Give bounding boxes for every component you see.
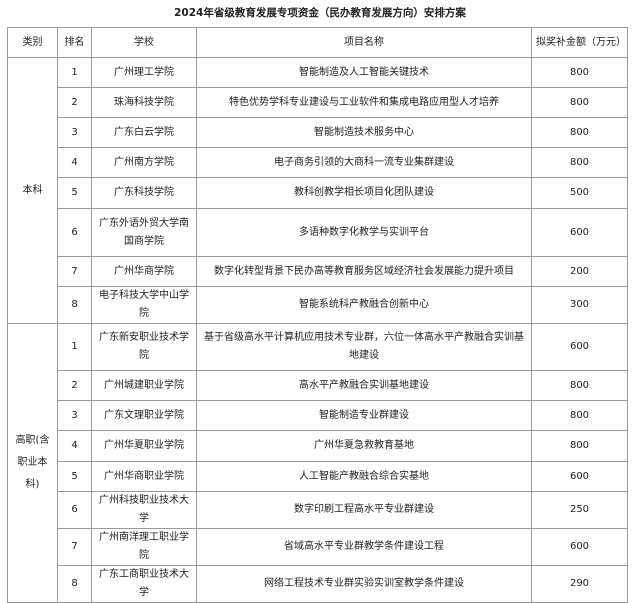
amount-cell: 600 xyxy=(531,528,628,566)
table-row: 4 广州华夏职业学院 广州华夏急救教育基地 800 xyxy=(8,430,628,462)
school-cell: 广州华夏职业学院 xyxy=(91,430,197,462)
amount-cell: 600 xyxy=(531,208,628,257)
project-cell: 智能制造技术服务中心 xyxy=(196,117,532,148)
rank-cell: 1 xyxy=(57,57,92,88)
table-row: 6 广州科技职业技术大学 数字印刷工程高水平专业群建设 250 xyxy=(8,491,628,529)
category-cell: 本科 xyxy=(7,57,58,324)
rank-cell: 8 xyxy=(57,565,92,603)
rank-cell: 2 xyxy=(57,370,92,401)
school-cell: 广州华商学院 xyxy=(91,256,197,287)
rank-cell: 4 xyxy=(57,430,92,462)
table-row: 高职(含职业本科) 1 广东新安职业技术学院 基于省级高水平计算机应用技术专业群，六位… xyxy=(7,323,628,603)
project-cell: 省域高水平专业群教学条件建设工程 xyxy=(196,528,532,566)
school-cell: 广东科技学院 xyxy=(91,177,197,209)
project-cell: 网络工程技术专业群实验实训室教学条件建设 xyxy=(196,565,532,603)
project-cell: 基于省级高水平计算机应用技术专业群，六位一体高水平产教融合实训基地建设 xyxy=(196,323,532,371)
school-cell: 广州南方学院 xyxy=(91,147,197,178)
project-cell: 多语种数字化教学与实训平台 xyxy=(196,208,532,257)
project-cell: 智能制造及人工智能关键技术 xyxy=(196,57,532,88)
table-row: 5 广东科技学院 教科创教学相长项目化团队建设 500 xyxy=(8,177,628,209)
rank-cell: 1 xyxy=(57,323,92,371)
project-cell: 特色优势学科专业建设与工业软件和集成电路应用型人才培养 xyxy=(196,87,532,118)
rank-cell: 3 xyxy=(57,117,92,148)
amount-cell: 290 xyxy=(531,565,628,603)
rank-cell: 8 xyxy=(57,286,92,324)
amount-cell: 800 xyxy=(531,370,628,401)
header-rank: 排名 xyxy=(57,27,92,58)
school-cell: 广东白云学院 xyxy=(91,117,197,148)
school-cell: 广东外语外贸大学南国商学院 xyxy=(91,208,197,257)
amount-cell: 800 xyxy=(531,147,628,178)
table-row: 7 广州华商学院 数字化转型背景下民办高等教育服务区域经济社会发展能力提升项目 200 xyxy=(8,256,628,287)
amount-cell: 800 xyxy=(531,87,628,118)
rank-cell: 5 xyxy=(57,461,92,492)
amount-cell: 800 xyxy=(531,57,628,88)
table-row: 3 广东文理职业学院 智能制造专业群建设 800 xyxy=(8,400,628,431)
amount-cell: 200 xyxy=(531,256,628,287)
project-cell: 教科创教学相长项目化团队建设 xyxy=(196,177,532,209)
school-cell: 广州城建职业学院 xyxy=(91,370,197,401)
amount-cell: 250 xyxy=(531,491,628,529)
rank-cell: 7 xyxy=(57,256,92,287)
project-cell: 数字印刷工程高水平专业群建设 xyxy=(196,491,532,529)
table-row: 3 广东白云学院 智能制造技术服务中心 800 xyxy=(8,117,628,148)
amount-cell: 800 xyxy=(531,117,628,148)
header-school: 学校 xyxy=(91,27,197,58)
rank-cell: 6 xyxy=(57,208,92,257)
funding-table: 类别 排名 学校 项目名称 拟奖补金额（万元） 本科 1 广州理工学院 智能制造及人工… xyxy=(7,27,628,603)
school-cell: 广州南洋理工职业学院 xyxy=(91,528,197,566)
header-category: 类别 xyxy=(7,27,58,58)
table-row: 4 广州南方学院 电子商务引领的大商科一流专业集群建设 800 xyxy=(8,147,628,178)
school-cell: 广东新安职业技术学院 xyxy=(91,323,197,371)
table-header-row: 类别 排名 学校 项目名称 拟奖补金额（万元） xyxy=(7,27,628,58)
table-row: 8 广东工商职业技术大学 网络工程技术专业群实验实训室教学条件建设 290 xyxy=(8,565,628,603)
table-row: 本科 1 广州理工学院 智能制造及人工智能关键技术 800 xyxy=(7,57,628,324)
school-cell: 广州科技职业技术大学 xyxy=(91,491,197,529)
school-cell: 广东工商职业技术大学 xyxy=(91,565,197,603)
table-row: 5 广州华商职业学院 人工智能产教融合综合实基地 600 xyxy=(8,461,628,492)
amount-cell: 800 xyxy=(531,400,628,431)
school-cell: 珠海科技学院 xyxy=(91,87,197,118)
rank-cell: 2 xyxy=(57,87,92,118)
project-cell: 广州华夏急救教育基地 xyxy=(196,430,532,462)
amount-cell: 800 xyxy=(531,430,628,462)
rank-cell: 6 xyxy=(57,491,92,529)
school-cell: 广东文理职业学院 xyxy=(91,400,197,431)
category-cell: 高职(含职业本科) xyxy=(7,323,58,603)
project-cell: 高水平产教融合实训基地建设 xyxy=(196,370,532,401)
table-row: 8 电子科技大学中山学院 智能系统科产教融合创新中心 300 xyxy=(8,286,628,324)
amount-cell: 600 xyxy=(531,461,628,492)
project-cell: 智能系统科产教融合创新中心 xyxy=(196,286,532,324)
amount-cell: 300 xyxy=(531,286,628,324)
school-cell: 广州华商职业学院 xyxy=(91,461,197,492)
table-row: 7 广州南洋理工职业学院 省域高水平专业群教学条件建设工程 600 xyxy=(8,528,628,566)
table-row: 2 珠海科技学院 特色优势学科专业建设与工业软件和集成电路应用型人才培养 800 xyxy=(8,87,628,118)
amount-cell: 500 xyxy=(531,177,628,209)
rank-cell: 7 xyxy=(57,528,92,566)
school-cell: 广州理工学院 xyxy=(91,57,197,88)
project-cell: 数字化转型背景下民办高等教育服务区域经济社会发展能力提升项目 xyxy=(196,256,532,287)
rank-cell: 5 xyxy=(57,177,92,209)
amount-cell: 600 xyxy=(531,323,628,371)
table-row: 6 广东外语外贸大学南国商学院 多语种数字化教学与实训平台 600 xyxy=(8,208,628,257)
header-amount: 拟奖补金额（万元） xyxy=(531,27,628,58)
header-project: 项目名称 xyxy=(196,27,532,58)
project-cell: 电子商务引领的大商科一流专业集群建设 xyxy=(196,147,532,178)
project-cell: 智能制造专业群建设 xyxy=(196,400,532,431)
rank-cell: 4 xyxy=(57,147,92,178)
school-cell: 电子科技大学中山学院 xyxy=(91,286,197,324)
rank-cell: 3 xyxy=(57,400,92,431)
project-cell: 人工智能产教融合综合实基地 xyxy=(196,461,532,492)
page-title: 2024年省级教育发展专项资金（民办教育发展方向）安排方案 xyxy=(174,7,466,19)
table-row: 2 广州城建职业学院 高水平产教融合实训基地建设 800 xyxy=(8,370,628,401)
